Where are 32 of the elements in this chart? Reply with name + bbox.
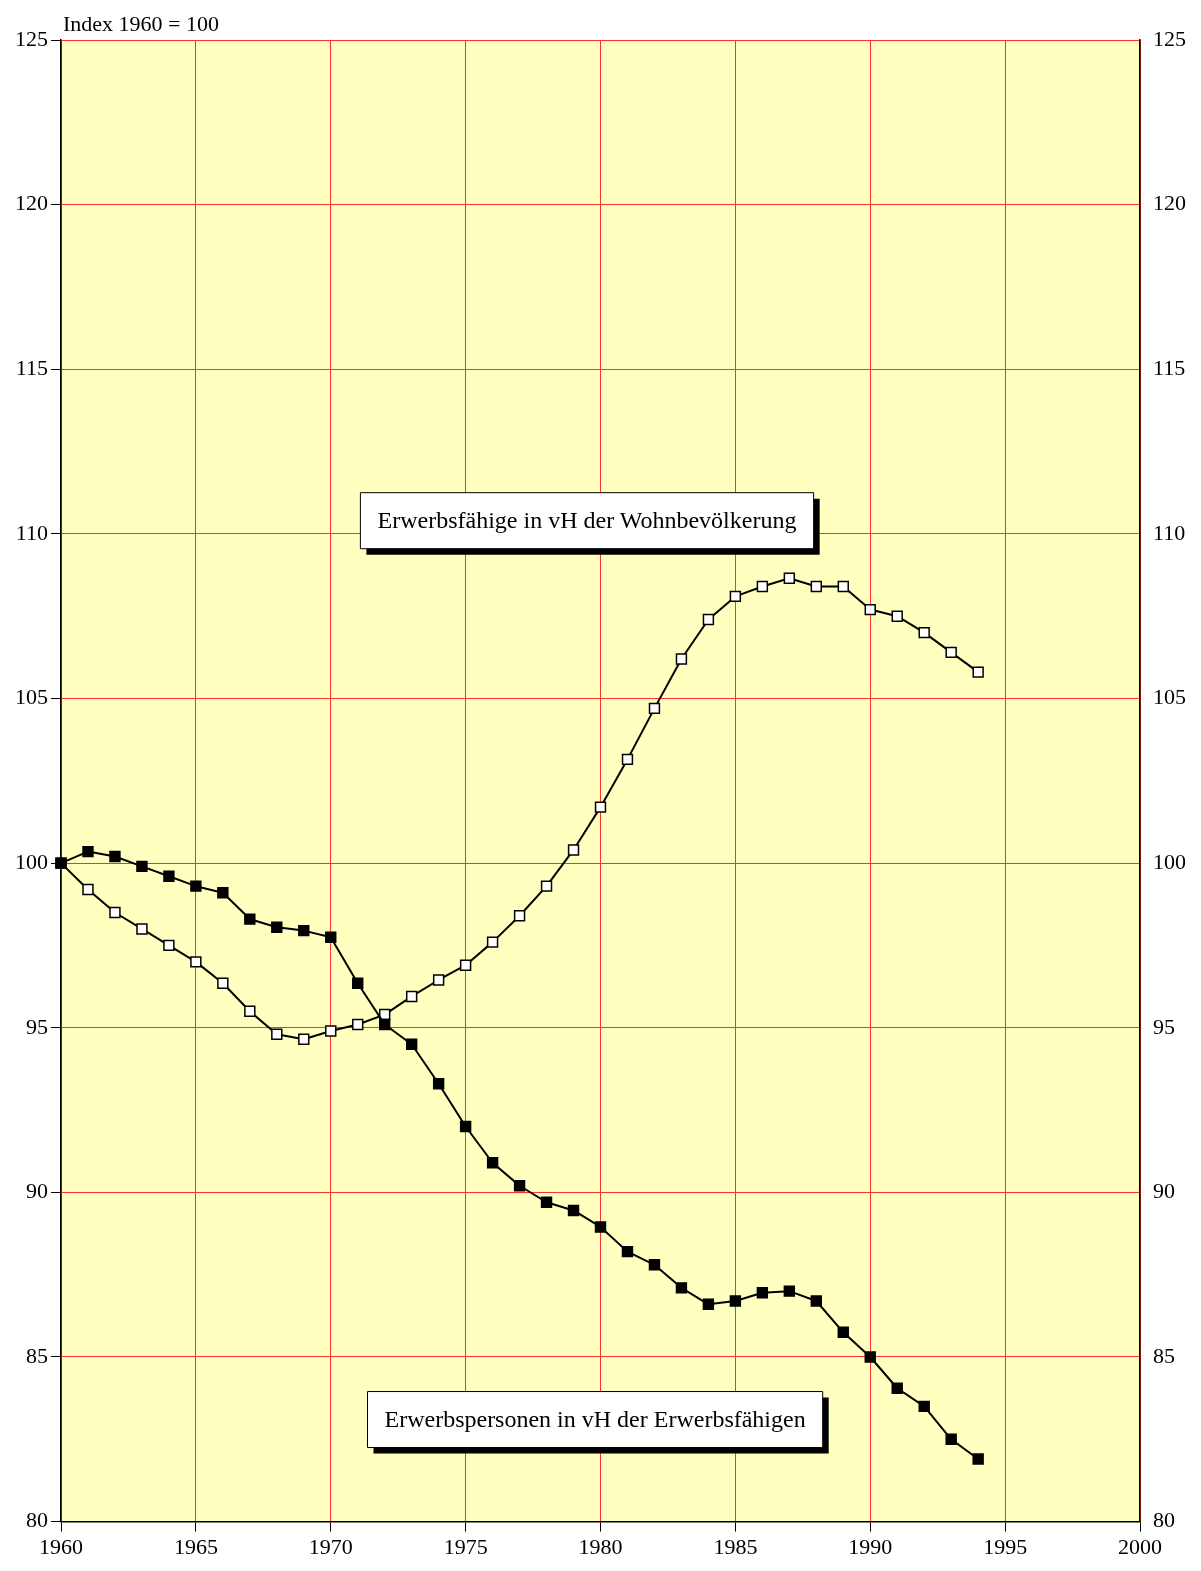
x-tick-label: 1965: [173, 1533, 218, 1559]
y-tick-label: 115: [15, 355, 48, 381]
y-tick-label: 120: [15, 190, 48, 216]
y-tick-label: 95: [26, 1013, 48, 1039]
y2-tick-label: 115: [1153, 355, 1186, 381]
y2-tick-label: 80: [1153, 1507, 1175, 1533]
y-tick-label: 110: [15, 519, 48, 545]
x-tick-label: 1990: [848, 1533, 893, 1559]
text: Erwerbspersonen in vH der Erwerbsfähigen: [384, 1405, 806, 1432]
y2-tick-label: 105: [1153, 684, 1186, 710]
y2-tick-label: 100: [1153, 848, 1186, 874]
x-tick-label: 2000: [1118, 1533, 1162, 1559]
y-tick-label: 105: [15, 684, 48, 710]
y2-tick-label: 125: [1153, 25, 1186, 51]
x-tick-label: 1960: [39, 1533, 83, 1559]
y2-tick-label: 110: [1153, 519, 1186, 545]
y2-tick-label: 120: [1153, 190, 1186, 216]
x-tick-label: 1970: [308, 1533, 353, 1559]
y2-tick-label: 85: [1153, 1342, 1175, 1368]
series-label: Erwerbsfähige in vH der Wohnbevölkerung: [377, 506, 797, 533]
y-tick-label: 125: [15, 25, 48, 51]
y-tick-label: 85: [26, 1342, 48, 1368]
y2-tick-label: 90: [1153, 1178, 1175, 1204]
x-tick-label: 1995: [983, 1533, 1028, 1559]
y-tick-label: 80: [26, 1507, 48, 1533]
x-tick-label: 1980: [578, 1533, 623, 1559]
y-tick-label: 90: [26, 1178, 48, 1204]
y-tick-label: 100: [15, 848, 48, 874]
y-axis-title: Index 1960 = 100: [63, 10, 219, 36]
x-tick-label: 1975: [443, 1533, 488, 1559]
x-tick-label: 1985: [713, 1533, 758, 1559]
y2-tick-label: 95: [1153, 1013, 1175, 1039]
